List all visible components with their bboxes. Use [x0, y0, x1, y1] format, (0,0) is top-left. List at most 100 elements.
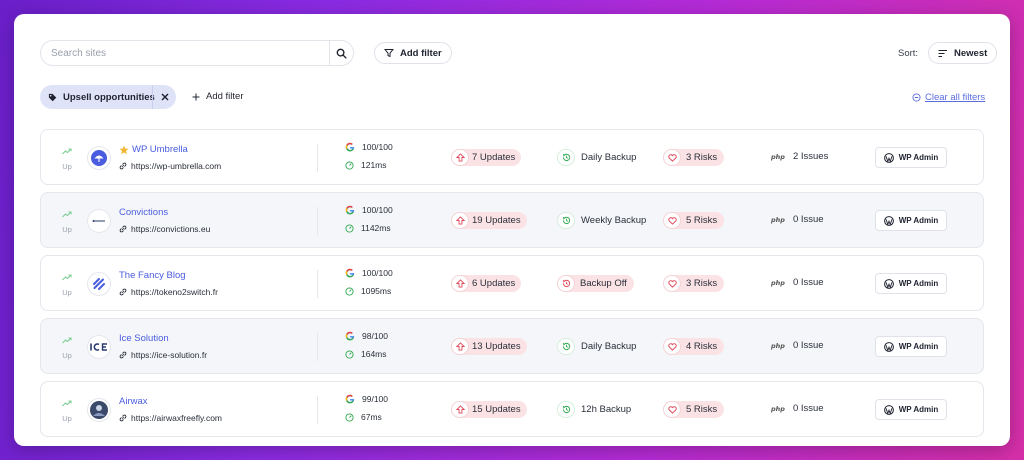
site-row[interactable]: Up The Fancy Blog https://tokeno2switch.…	[40, 255, 984, 311]
updates-text: 6 Updates	[460, 275, 522, 292]
response-time: 1095ms	[345, 286, 391, 296]
site-logo	[87, 209, 111, 233]
column-divider	[317, 333, 318, 361]
score-text: 100/100	[362, 205, 393, 215]
update-arrow-icon	[455, 405, 465, 414]
risks-badge[interactable]: 3 Risks	[663, 149, 725, 166]
backup-status[interactable]: 12h Backup	[557, 401, 637, 418]
search-input[interactable]	[51, 45, 321, 62]
risks-badge[interactable]: 5 Risks	[663, 401, 725, 418]
site-url[interactable]: https://ice-solution.fr	[119, 350, 207, 360]
wordpress-icon	[883, 278, 894, 289]
speed-gauge-icon	[345, 412, 354, 422]
risks-badge[interactable]: 4 Risks	[663, 338, 725, 355]
updates-badge[interactable]: 13 Updates	[451, 338, 527, 355]
updates-badge[interactable]: 7 Updates	[451, 149, 522, 166]
site-row[interactable]: Up Convictions https://convictions.eu 10…	[40, 192, 984, 248]
site-row[interactable]: Up WP Umbrella https://wp-umbrella.com 1…	[40, 129, 984, 185]
risks-text: 3 Risks	[672, 275, 725, 292]
updates-badge[interactable]: 19 Updates	[451, 212, 527, 229]
pagespeed-score: 100/100	[345, 268, 393, 278]
wp-admin-label: WP Admin	[898, 216, 939, 225]
wp-admin-button[interactable]: WP Admin	[875, 273, 947, 294]
wp-admin-button[interactable]: WP Admin	[875, 399, 947, 420]
risks-badge[interactable]: 5 Risks	[663, 212, 725, 229]
backup-status[interactable]: Daily Backup	[557, 149, 642, 166]
php-issues[interactable]: php 0 Issue	[771, 340, 824, 351]
search-icon	[336, 48, 347, 59]
response-time: 164ms	[345, 349, 387, 359]
sort-dropdown[interactable]: Newest	[928, 42, 998, 64]
wp-admin-label: WP Admin	[898, 405, 939, 414]
site-logo	[87, 272, 111, 296]
site-logo	[87, 398, 111, 422]
filter-chip-upsell[interactable]: Upsell opportunities	[40, 85, 176, 109]
site-logo	[87, 335, 111, 359]
backup-clock-icon	[562, 279, 570, 288]
heart-icon	[667, 342, 677, 351]
trend-up-icon	[62, 274, 72, 281]
clear-all-label: Clear all filters	[925, 92, 986, 103]
backup-status[interactable]: Daily Backup	[557, 338, 642, 355]
wordpress-icon	[883, 404, 894, 415]
site-name[interactable]: The Fancy Blog	[119, 270, 186, 281]
php-icon: php	[771, 341, 785, 350]
site-row[interactable]: Up Ice Solution https://ice-solution.fr …	[40, 318, 984, 374]
site-name[interactable]: Ice Solution	[119, 333, 169, 344]
wp-admin-button[interactable]: WP Admin	[875, 336, 947, 357]
risks-text: 3 Risks	[672, 149, 725, 166]
site-name[interactable]: Convictions	[119, 207, 168, 218]
backup-status[interactable]: Weekly Backup	[557, 212, 652, 229]
site-name[interactable]: WP Umbrella	[119, 144, 188, 155]
site-name-text: Convictions	[119, 207, 169, 218]
heart-icon	[667, 279, 677, 288]
wp-admin-label: WP Admin	[898, 342, 939, 351]
updates-text: 15 Updates	[460, 401, 527, 418]
status-indicator: Up	[57, 268, 77, 297]
site-url[interactable]: https://convictions.eu	[119, 224, 210, 234]
star-icon[interactable]	[119, 145, 129, 155]
site-url[interactable]: https://wp-umbrella.com	[119, 161, 221, 171]
php-issues[interactable]: php 0 Issue	[771, 403, 824, 414]
wp-admin-button[interactable]: WP Admin	[875, 147, 947, 168]
airwax-logo-icon	[90, 401, 108, 419]
backup-status[interactable]: Backup Off	[557, 275, 634, 292]
site-url[interactable]: https://airwaxfreefly.com	[119, 413, 222, 423]
updates-text: 19 Updates	[460, 212, 527, 229]
add-filter-label: Add filter	[400, 47, 442, 59]
clear-circle-icon	[912, 93, 921, 102]
update-arrow-icon	[455, 153, 465, 162]
site-row[interactable]: Up Airwax https://airwaxfreefly.com 99/1…	[40, 381, 984, 437]
php-issues[interactable]: php 2 Issues	[771, 151, 828, 162]
column-divider	[317, 396, 318, 424]
site-name[interactable]: Airwax	[119, 396, 148, 407]
updates-badge[interactable]: 15 Updates	[451, 401, 527, 418]
backup-text: Daily Backup	[581, 341, 637, 352]
fancy-blog-logo-icon	[93, 278, 105, 290]
filter-chip-label: Upsell opportunities	[63, 91, 155, 103]
google-icon	[345, 331, 355, 341]
score-text: 100/100	[362, 142, 393, 152]
php-issues[interactable]: php 0 Issue	[771, 214, 824, 225]
clear-all-filters-link[interactable]: Clear all filters	[912, 92, 985, 103]
updates-text: 7 Updates	[460, 149, 522, 166]
search-button[interactable]	[329, 41, 353, 65]
php-issues[interactable]: php 0 Issue	[771, 277, 824, 288]
php-icon: php	[771, 404, 785, 413]
site-url-text: https://ice-solution.fr	[131, 350, 208, 360]
search-box	[40, 40, 354, 66]
wp-admin-button[interactable]: WP Admin	[875, 210, 947, 231]
risks-badge[interactable]: 3 Risks	[663, 275, 725, 292]
add-filter-link[interactable]: Add filter	[192, 91, 244, 102]
site-url-text: https://airwaxfreefly.com	[131, 413, 223, 423]
backup-text: 12h Backup	[581, 404, 632, 415]
issues-text: 0 Issue	[792, 340, 824, 351]
site-url[interactable]: https://tokeno2switch.fr	[119, 287, 218, 297]
issues-text: 0 Issue	[792, 403, 824, 414]
remove-filter-button[interactable]	[152, 85, 176, 109]
trend-up-icon	[62, 211, 72, 218]
pagespeed-score: 98/100	[345, 331, 388, 341]
updates-badge[interactable]: 6 Updates	[451, 275, 522, 292]
add-filter-button[interactable]: Add filter	[374, 42, 452, 64]
heart-icon	[667, 405, 677, 414]
